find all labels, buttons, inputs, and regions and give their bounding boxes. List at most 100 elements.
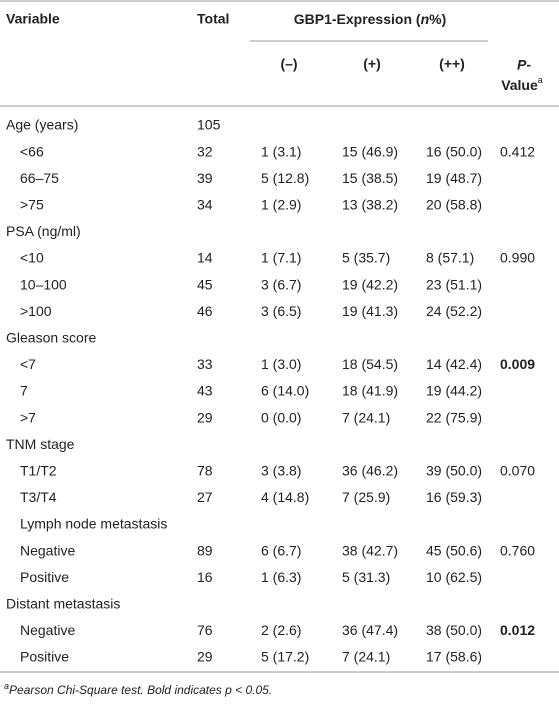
row-label: >7 bbox=[20, 409, 36, 425]
cell-total: 29 bbox=[197, 649, 213, 665]
cell-pos: 5 (31.3) bbox=[342, 569, 390, 585]
cell-total: 34 bbox=[197, 197, 213, 213]
cell-neg: 1 (2.9) bbox=[261, 197, 301, 213]
cell-total: 39 bbox=[197, 170, 213, 186]
cell-pospos: 38 (50.0) bbox=[426, 622, 482, 638]
cell-p: 0.070 bbox=[500, 463, 535, 479]
cell-pospos: 39 (50.0) bbox=[426, 463, 482, 479]
cell-p: 0.412 bbox=[500, 143, 535, 159]
cell-pos: 36 (46.2) bbox=[342, 463, 398, 479]
row-label: >75 bbox=[20, 197, 44, 213]
cell-neg: 3 (6.5) bbox=[261, 303, 301, 319]
cell-total: 45 bbox=[197, 276, 213, 292]
cell-neg: 6 (6.7) bbox=[261, 542, 301, 558]
row-label: T1/T2 bbox=[20, 463, 57, 479]
cell-pos: 7 (25.9) bbox=[342, 489, 390, 505]
cell-neg: 1 (7.1) bbox=[261, 250, 301, 266]
cell-pospos: 19 (44.2) bbox=[426, 383, 482, 399]
cell-neg: 5 (12.8) bbox=[261, 170, 309, 186]
cell-pospos: 19 (48.7) bbox=[426, 170, 482, 186]
header-column: (–) bbox=[280, 56, 297, 72]
cell-pos: 7 (24.1) bbox=[342, 409, 390, 425]
cell-pospos: 22 (75.9) bbox=[426, 409, 482, 425]
cell-pos: 19 (41.3) bbox=[342, 303, 398, 319]
header-column: (++) bbox=[439, 56, 465, 72]
cell-pospos: 14 (42.4) bbox=[426, 356, 482, 372]
cell-neg: 1 (6.3) bbox=[261, 569, 301, 585]
header-p: P- bbox=[517, 57, 531, 73]
row-label: Negative bbox=[20, 622, 75, 638]
row-label: Lymph node metastasis bbox=[20, 516, 167, 532]
cell-neg: 0 (0.0) bbox=[261, 409, 301, 425]
row-label: <10 bbox=[20, 250, 44, 266]
header-variable: Variable bbox=[6, 11, 60, 27]
row-label: Positive bbox=[20, 649, 69, 665]
cell-total: 14 bbox=[197, 250, 213, 266]
cell-total: 16 bbox=[197, 569, 213, 585]
row-label: Gleason score bbox=[6, 330, 96, 346]
header-total: Total bbox=[197, 11, 229, 27]
row-label: 66–75 bbox=[20, 170, 59, 186]
cell-neg: 2 (2.6) bbox=[261, 622, 301, 638]
cell-neg: 5 (17.2) bbox=[261, 649, 309, 665]
cell-total: 78 bbox=[197, 463, 213, 479]
cell-pos: 5 (35.7) bbox=[342, 250, 390, 266]
row-label: Negative bbox=[20, 542, 75, 558]
cell-pos: 36 (47.4) bbox=[342, 622, 398, 638]
header-group-part: n bbox=[421, 11, 430, 27]
row-label: T3/T4 bbox=[20, 489, 57, 505]
cell-total: 76 bbox=[197, 622, 213, 638]
cell-p: 0.990 bbox=[500, 250, 535, 266]
cell-pos: 38 (42.7) bbox=[342, 542, 398, 558]
cell-total: 105 bbox=[197, 117, 221, 133]
cell-pospos: 23 (51.1) bbox=[426, 276, 482, 292]
cell-pos: 18 (54.5) bbox=[342, 356, 398, 372]
cell-neg: 3 (3.8) bbox=[261, 463, 301, 479]
cell-p: 0.009 bbox=[500, 356, 535, 372]
row-label: TNM stage bbox=[6, 436, 75, 452]
header-group-part: GBP1-Expression ( bbox=[294, 11, 421, 27]
cell-total: 29 bbox=[197, 409, 213, 425]
cell-neg: 3 (6.7) bbox=[261, 276, 301, 292]
cell-pospos: 20 (58.8) bbox=[426, 197, 482, 213]
footnote-part: < 0.05. bbox=[232, 683, 272, 697]
cell-total: 33 bbox=[197, 356, 213, 372]
cell-total: 32 bbox=[197, 143, 213, 159]
footnote-part: Pearson Chi-Square test. Bold indicates bbox=[9, 683, 225, 697]
row-label: Distant metastasis bbox=[6, 596, 120, 612]
cell-total: 27 bbox=[197, 489, 213, 505]
cell-pospos: 17 (58.6) bbox=[426, 649, 482, 665]
footnote-part: p bbox=[224, 683, 232, 697]
row-label: 10–100 bbox=[20, 276, 67, 292]
cell-pospos: 16 (59.3) bbox=[426, 489, 482, 505]
row-label: 7 bbox=[20, 383, 28, 399]
cell-p: 0.760 bbox=[500, 542, 535, 558]
cell-pos: 19 (42.2) bbox=[342, 276, 398, 292]
row-label: <66 bbox=[20, 143, 44, 159]
cell-pospos: 16 (50.0) bbox=[426, 143, 482, 159]
footnote-sup: a bbox=[4, 681, 9, 691]
cell-neg: 1 (3.1) bbox=[261, 143, 301, 159]
row-label: >100 bbox=[20, 303, 52, 319]
cell-pos: 15 (38.5) bbox=[342, 170, 398, 186]
cell-total: 43 bbox=[197, 383, 213, 399]
header-group-part: %) bbox=[429, 11, 446, 27]
header-column: (+) bbox=[363, 56, 381, 72]
header-p-part: Value bbox=[501, 77, 538, 93]
header-p: Valuea bbox=[501, 75, 543, 92]
row-label: Age (years) bbox=[6, 117, 78, 133]
cell-pos: 7 (24.1) bbox=[342, 649, 390, 665]
row-label: PSA (ng/ml) bbox=[6, 223, 81, 239]
header-group: GBP1-Expression (n%) bbox=[294, 11, 447, 27]
cell-pospos: 24 (52.2) bbox=[426, 303, 482, 319]
cell-pospos: 10 (62.5) bbox=[426, 569, 482, 585]
cell-total: 46 bbox=[197, 303, 213, 319]
cell-neg: 6 (14.0) bbox=[261, 383, 309, 399]
cell-p: 0.012 bbox=[500, 622, 535, 638]
cell-total: 89 bbox=[197, 542, 213, 558]
cell-neg: 1 (3.0) bbox=[261, 356, 301, 372]
cell-pos: 15 (46.9) bbox=[342, 143, 398, 159]
cell-pos: 13 (38.2) bbox=[342, 197, 398, 213]
cell-pospos: 8 (57.1) bbox=[426, 250, 474, 266]
